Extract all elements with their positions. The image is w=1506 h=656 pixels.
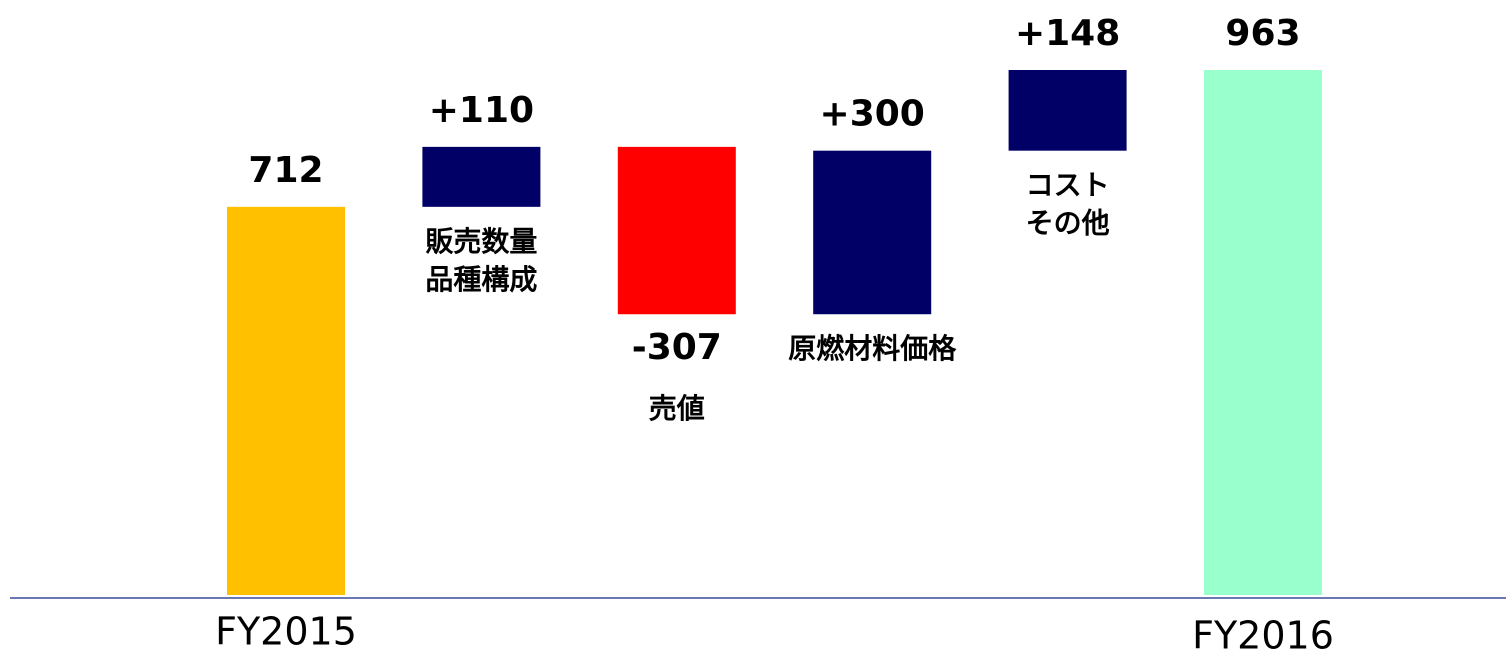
category-label: その他 (1026, 207, 1110, 240)
value-label: +110 (429, 90, 534, 131)
value-label: -307 (632, 327, 722, 368)
value-label: +300 (820, 94, 925, 135)
bar (813, 150, 932, 315)
bar (422, 146, 541, 207)
category-label: 売値 (649, 392, 705, 425)
value-label: +148 (1015, 13, 1120, 54)
category-label: 販売数量 (425, 225, 537, 258)
category-label: 品種構成 (425, 263, 537, 296)
bar (1204, 70, 1322, 595)
x-tick-label: FY2016 (1192, 614, 1334, 656)
category-label: 原燃材料価格 (788, 332, 957, 365)
bar (227, 206, 345, 595)
value-label: 963 (1225, 13, 1300, 54)
bar (1008, 70, 1127, 151)
value-label: 712 (248, 150, 323, 191)
category-label: コスト (1026, 169, 1110, 202)
bar (617, 146, 736, 315)
x-tick-label: FY2015 (215, 610, 357, 654)
